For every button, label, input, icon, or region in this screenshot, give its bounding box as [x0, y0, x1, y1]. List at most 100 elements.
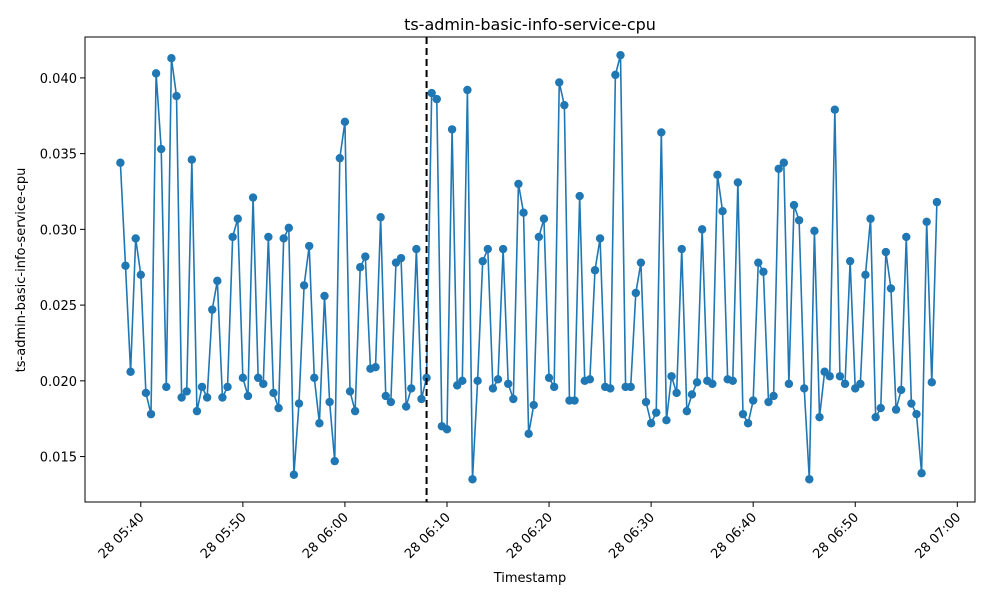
data-point	[626, 382, 635, 392]
data-point	[172, 91, 181, 101]
data-point	[473, 376, 482, 386]
data-point	[340, 117, 350, 127]
data-point	[667, 372, 676, 381]
data-point	[116, 158, 125, 167]
data-point	[657, 128, 666, 137]
data-point	[544, 373, 554, 382]
data-point	[595, 234, 605, 243]
data-point	[682, 406, 692, 416]
data-point	[498, 244, 508, 254]
data-point	[922, 217, 931, 226]
data-point	[427, 88, 436, 98]
data-point	[202, 393, 212, 402]
data-point	[896, 385, 906, 395]
data-point	[611, 70, 620, 80]
data-point	[728, 376, 737, 386]
data-point	[927, 378, 936, 387]
data-point	[692, 378, 702, 387]
data-point	[483, 244, 493, 254]
data-point	[305, 241, 314, 251]
data-point	[743, 419, 753, 428]
data-point	[136, 270, 145, 279]
data-point	[932, 197, 942, 207]
data-point	[631, 288, 641, 298]
data-point	[509, 394, 518, 404]
data-point	[779, 158, 788, 167]
data-point	[177, 393, 186, 402]
data-point	[187, 155, 197, 164]
data-point	[616, 50, 625, 60]
data-point	[539, 214, 549, 223]
data-point	[442, 425, 452, 434]
data-point	[269, 388, 278, 398]
data-point	[652, 408, 661, 417]
data-point	[223, 382, 232, 392]
data-point	[417, 394, 426, 404]
data-point	[677, 244, 686, 254]
data-point	[794, 216, 804, 225]
data-point	[662, 416, 671, 425]
data-point	[264, 232, 273, 242]
data-point	[514, 179, 523, 189]
data-point	[253, 373, 263, 382]
data-point	[131, 234, 140, 243]
y-axis-ticks: 0.015 0.020 0.025 0.030 0.035 0.040	[40, 72, 85, 466]
data-point	[274, 403, 283, 413]
data-point	[769, 391, 778, 401]
data-point	[856, 379, 865, 389]
data-point	[294, 399, 304, 408]
data-point	[876, 403, 885, 413]
data-point	[871, 412, 880, 422]
data-point	[529, 400, 538, 410]
data-point	[320, 291, 329, 301]
data-point	[917, 469, 926, 478]
data-point	[218, 393, 227, 402]
data-point	[810, 226, 819, 236]
plot-area	[116, 50, 942, 484]
y-axis-label: ts-admin-basic-info-service-cpu	[14, 168, 29, 373]
data-point	[754, 258, 763, 267]
data-point	[672, 388, 681, 398]
data-point	[881, 247, 891, 257]
data-point	[708, 379, 717, 389]
data-point	[912, 409, 921, 419]
data-point	[733, 178, 743, 187]
data-point	[248, 193, 258, 202]
data-point	[840, 379, 850, 389]
data-point	[570, 396, 579, 405]
data-point	[381, 391, 390, 401]
data-point	[330, 456, 339, 466]
data-point	[641, 397, 651, 407]
data-point	[243, 391, 253, 401]
y-tick-label: 0.020	[40, 375, 77, 390]
data-point	[774, 164, 783, 173]
data-point	[468, 475, 477, 484]
data-point	[208, 305, 217, 314]
data-point	[182, 387, 191, 396]
data-point	[861, 270, 870, 279]
data-point	[718, 206, 727, 216]
data-point	[549, 382, 559, 392]
data-point	[815, 412, 824, 422]
axes-frame	[84, 36, 976, 503]
data-point	[784, 379, 794, 389]
data-point	[345, 387, 355, 396]
data-point	[259, 379, 268, 389]
chart-title: ts-admin-basic-info-service-cpu	[404, 15, 656, 34]
data-point	[646, 419, 656, 428]
data-point	[907, 399, 916, 408]
data-point	[279, 234, 288, 243]
data-point	[759, 267, 768, 276]
y-tick-label: 0.015	[40, 451, 77, 466]
y-tick-label: 0.025	[40, 299, 77, 314]
data-point	[167, 54, 176, 63]
data-point	[534, 232, 544, 242]
data-point	[146, 409, 156, 419]
data-point	[606, 384, 615, 393]
data-point	[504, 379, 513, 389]
data-point	[886, 284, 896, 293]
data-point	[376, 213, 385, 222]
data-point	[356, 263, 365, 272]
data-point	[519, 208, 528, 217]
